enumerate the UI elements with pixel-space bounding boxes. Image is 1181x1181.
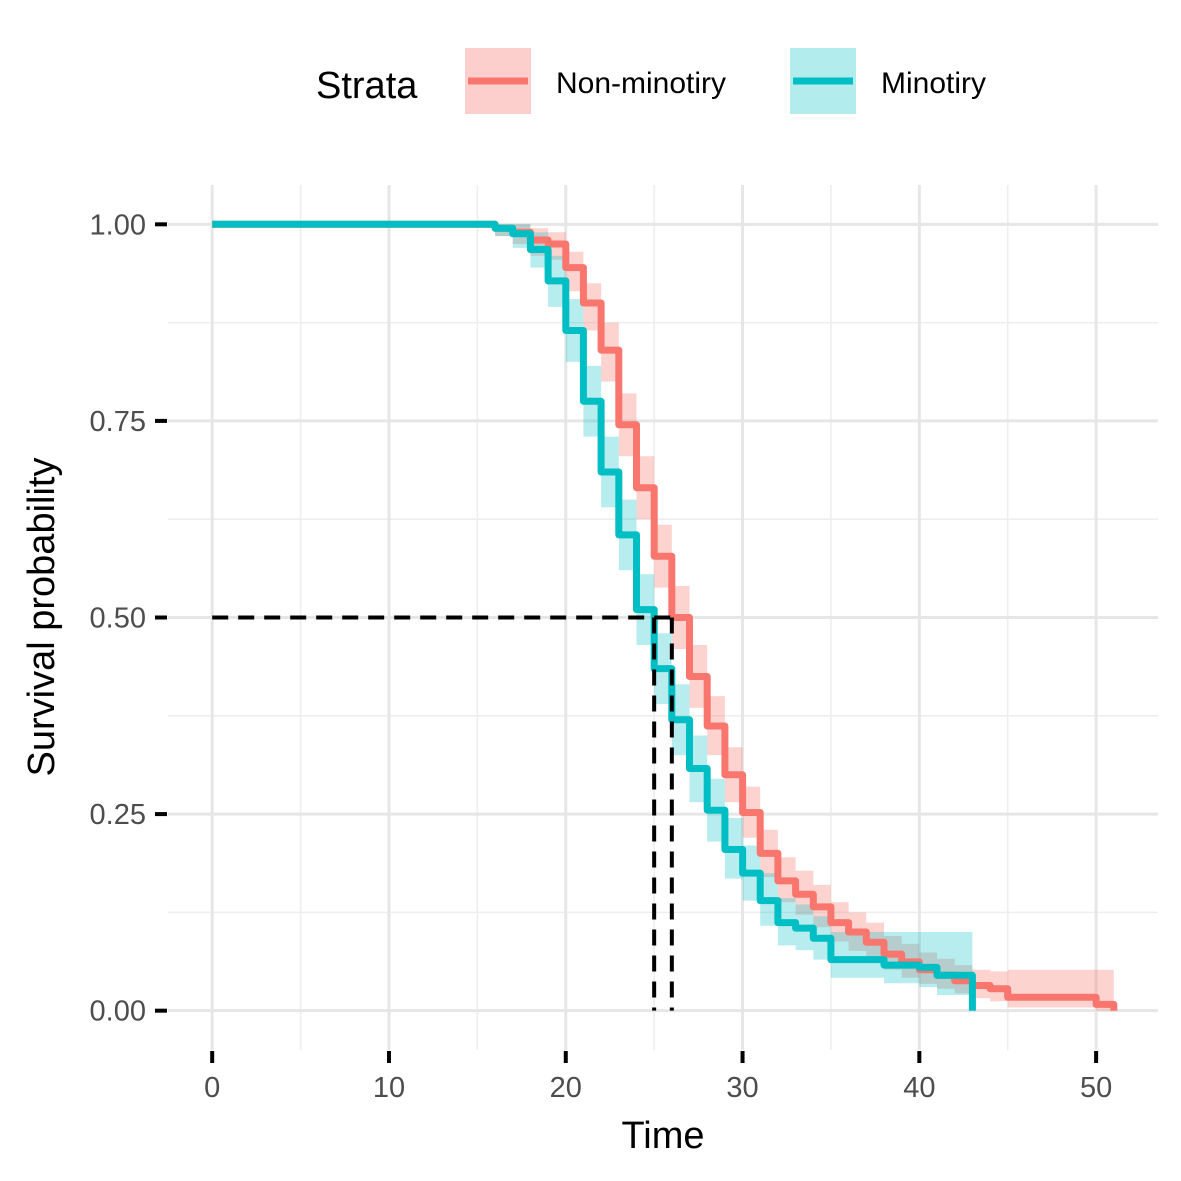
x-tick-label: 30 [726,1072,758,1104]
confidence-band-minority [212,224,973,1011]
y-axis-title: Survival probability [21,458,63,777]
legend-title: Strata [316,65,418,107]
x-tick-label: 0 [204,1072,220,1104]
x-axis-title: Time [621,1115,704,1157]
x-tick-label: 50 [1080,1072,1112,1104]
legend-label-minority: Minotiry [881,67,986,100]
y-tick-label: 1.00 [90,209,146,241]
y-tick-label: 0.50 [90,603,146,635]
survival-curves [212,220,1118,1011]
y-tick-label: 0.75 [90,406,146,438]
median-lines [212,615,674,1011]
axes: 0.00 0.25 0.50 0.75 1.00 0 10 20 30 40 50 [90,209,1113,1104]
x-tick-label: 10 [373,1072,405,1104]
confidence-bands [212,224,1114,1011]
x-tick-label: 20 [550,1072,582,1104]
legend: Strata Non-minotiry Minotiry [316,48,986,114]
survival-curve-minority [212,220,976,1011]
legend-label-non-minority: Non-minotiry [556,67,726,100]
y-tick-label: 0.00 [90,996,146,1028]
x-tick-label: 40 [903,1072,935,1104]
y-tick-label: 0.25 [90,799,146,831]
